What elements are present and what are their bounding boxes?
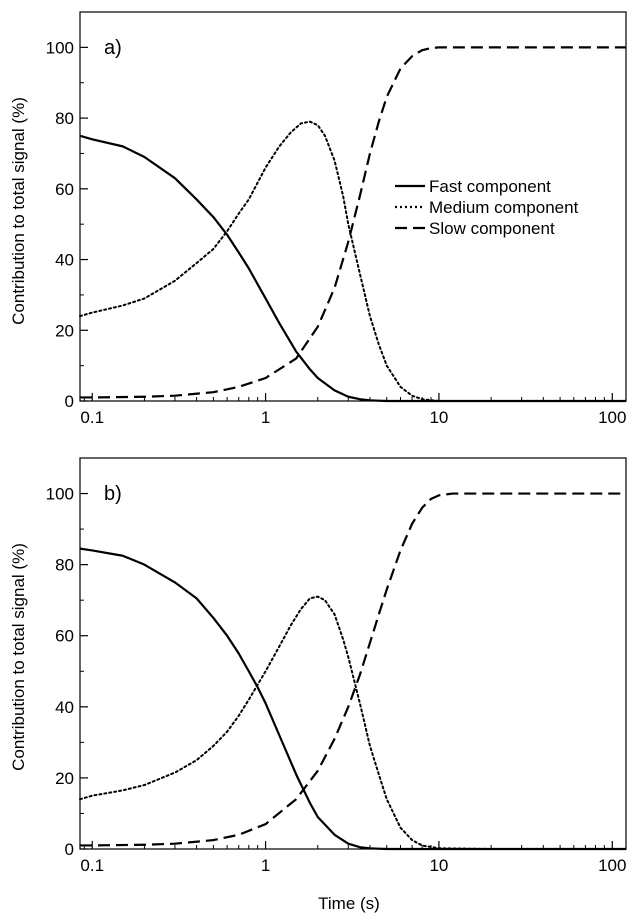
x-axis-title: Time (s) — [318, 894, 380, 913]
x-tick-label: 1 — [261, 856, 270, 875]
series-line-solid — [79, 547, 626, 851]
series-line-dotted — [79, 120, 627, 402]
x-tick-label: 10 — [429, 408, 448, 427]
legend-label: Slow component — [429, 219, 555, 238]
panel-b: 0.1 1 10 100 0 20 40 60 80 100 b) — [46, 457, 627, 875]
y-tick-label: 60 — [55, 627, 74, 646]
x-tick-label: 0.1 — [80, 408, 104, 427]
plot-frame — [79, 11, 627, 402]
x-tick-label: 0.1 — [80, 856, 104, 875]
y-axis-title-b: Contribution to total signal (%) — [9, 543, 28, 771]
panel-label: b) — [104, 483, 122, 505]
x-tick-label: 100 — [598, 408, 626, 427]
y-tick-label: 20 — [55, 321, 74, 340]
x-tick-label: 10 — [429, 856, 448, 875]
y-axis-title-a: Contribution to total signal (%) — [9, 97, 28, 325]
panel-label: a) — [104, 37, 122, 59]
panel-a: 0.1 1 10 100 0 20 40 60 80 100 a) Fast component Med… — [46, 11, 627, 427]
y-tick-label: 40 — [55, 251, 74, 270]
y-tick-label: 80 — [55, 109, 74, 128]
legend-label: Fast component — [429, 177, 551, 196]
y-tick-label: 0 — [65, 840, 74, 859]
y-tick-label: 80 — [55, 556, 74, 575]
y-tick-label: 100 — [46, 485, 74, 504]
x-tick-label: 1 — [261, 408, 270, 427]
y-tick-label: 40 — [55, 698, 74, 717]
y-tick-label: 60 — [55, 180, 74, 199]
y-tick-label: 20 — [55, 769, 74, 788]
legend-label: Medium component — [429, 198, 579, 217]
y-tick-label: 100 — [46, 38, 74, 57]
series-line-dashed — [80, 46, 626, 399]
y-tick-label: 0 — [65, 392, 74, 411]
series-line-dotted — [79, 595, 627, 850]
x-tick-label: 100 — [598, 856, 626, 875]
series-line-dashed — [80, 492, 626, 847]
plot-frame — [79, 457, 627, 850]
series-line-solid — [79, 134, 626, 403]
